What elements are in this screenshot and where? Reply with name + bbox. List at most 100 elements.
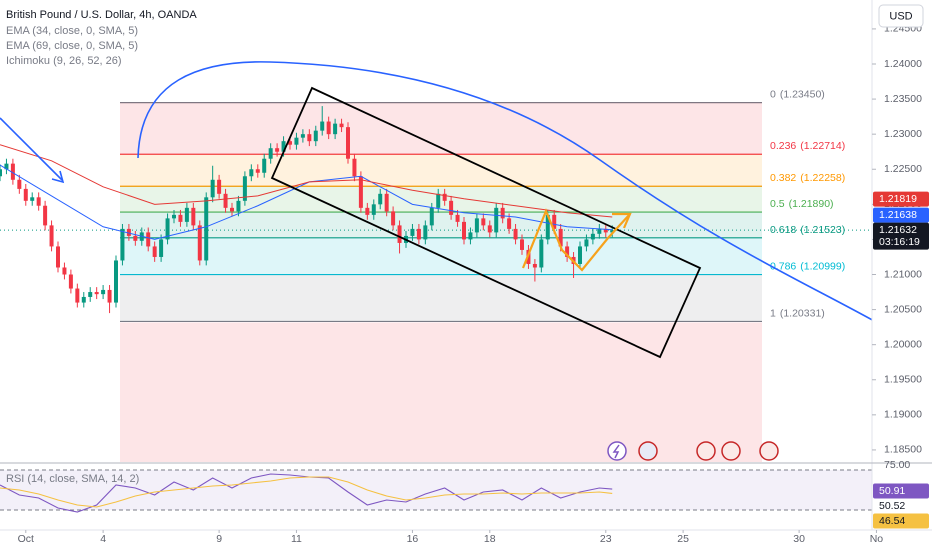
ema-line <box>0 144 613 218</box>
event-icon[interactable] <box>696 441 716 461</box>
fib-ratio: 0.786 <box>770 260 796 272</box>
candle-body <box>275 148 280 152</box>
candle-body <box>191 207 196 226</box>
candle-body <box>442 193 447 201</box>
candle-body <box>307 134 312 142</box>
candle-body <box>578 246 582 264</box>
legend-entry: EMA (34, close, 0, SMA, 5) <box>6 25 138 37</box>
candle-body <box>184 207 189 222</box>
candle-body <box>358 176 363 208</box>
overlay-layer: USD British Pound / U.S. Dollar, 4h, OAN… <box>6 4 924 485</box>
candle-body <box>365 207 370 215</box>
candle-body <box>30 197 35 201</box>
candle-body <box>384 193 389 212</box>
y-tick-label: 1.21000 <box>884 268 922 280</box>
candle-body <box>133 235 138 241</box>
x-tick-label: 18 <box>484 533 496 545</box>
y-tick-label: 1.19500 <box>884 374 922 386</box>
candle-body <box>255 169 260 173</box>
fib-label: 0 (1.23450) <box>770 88 825 100</box>
price-tag <box>873 191 929 207</box>
price-axis-bg <box>872 0 932 550</box>
y-tick-label: 1.20000 <box>884 338 922 350</box>
candle-body <box>436 193 441 208</box>
candle-body <box>300 134 305 138</box>
fib-label: 1 (1.20331) <box>770 307 825 319</box>
event-icon[interactable] <box>607 441 627 461</box>
candle-body <box>268 148 273 159</box>
candle-body <box>507 218 512 229</box>
candle-body <box>371 204 376 215</box>
price-tag-label: 1.21632 <box>879 224 917 236</box>
candle-body <box>313 130 318 142</box>
candle-body <box>597 228 602 234</box>
candle-body <box>68 274 73 289</box>
candle-body <box>36 197 41 206</box>
candle-body <box>339 123 344 128</box>
rsi-tick-label: 75.00 <box>884 459 910 471</box>
candle-body <box>520 239 524 250</box>
fib-price: (1.20999) <box>800 260 845 272</box>
legend-entry: Ichimoku (9, 26, 52, 26) <box>6 55 122 67</box>
y-tick-label: 1.18500 <box>884 444 922 456</box>
fib-ratio: 0.382 <box>770 172 796 184</box>
fib-ratio: 0 <box>770 88 776 100</box>
fib-zone <box>120 102 762 155</box>
candle-body <box>197 225 202 261</box>
candle-body <box>107 289 112 303</box>
fib-price: (1.22258) <box>800 172 845 184</box>
price-tag <box>873 513 929 529</box>
candle-body <box>262 158 267 173</box>
rsi-title: RSI (14, close, SMA, 14, 2) <box>6 473 139 485</box>
fib-ratio: 0.236 <box>770 140 796 152</box>
x-tick-label: 23 <box>600 533 612 545</box>
candle-body <box>75 288 80 303</box>
x-tick-label: Oct <box>18 533 34 545</box>
price-tag <box>873 222 929 250</box>
rsi-band <box>0 470 872 510</box>
candle-body <box>10 163 15 180</box>
candle-body <box>590 233 595 240</box>
candle-body <box>584 239 589 247</box>
candle-body <box>101 289 106 295</box>
event-icon[interactable] <box>721 441 741 461</box>
candle-body <box>88 292 93 297</box>
candle-body <box>43 205 48 226</box>
pattern-drawing <box>521 208 631 272</box>
fib-price: (1.23450) <box>780 88 825 100</box>
candle-body <box>481 218 486 226</box>
candle-body <box>126 228 131 236</box>
candle-body <box>56 246 60 268</box>
candle-body <box>462 221 466 240</box>
price-tag-label: 1.21819 <box>879 193 917 205</box>
candle-body <box>4 163 9 170</box>
candle-body <box>17 179 22 189</box>
candle-body <box>165 218 170 240</box>
event-icon[interactable] <box>638 441 658 461</box>
candle-body <box>320 121 325 131</box>
candle-body <box>120 228 125 261</box>
x-tick-label: 11 <box>291 533 302 545</box>
fib-label: 0.618 (1.21523) <box>770 224 845 236</box>
candle-body <box>0 169 2 177</box>
candle-body <box>532 263 537 268</box>
candle-body <box>249 169 254 177</box>
fib-lower-zone <box>120 322 762 462</box>
candle-body <box>352 158 357 177</box>
fib-price: (1.20331) <box>780 307 825 319</box>
candle-body <box>545 214 550 240</box>
currency-button[interactable] <box>878 4 924 28</box>
candle-body <box>62 267 67 275</box>
drawings <box>0 61 877 359</box>
candle-body <box>500 207 505 219</box>
price-tag-label: 1.21638 <box>879 209 917 221</box>
y-tick-label: 1.24000 <box>884 58 922 70</box>
candle-body <box>410 228 415 236</box>
fib-ratio: 1 <box>770 307 776 319</box>
event-icon[interactable] <box>759 441 779 461</box>
candle-body <box>416 228 421 240</box>
candle-body <box>23 188 28 201</box>
candle-body <box>558 228 563 247</box>
